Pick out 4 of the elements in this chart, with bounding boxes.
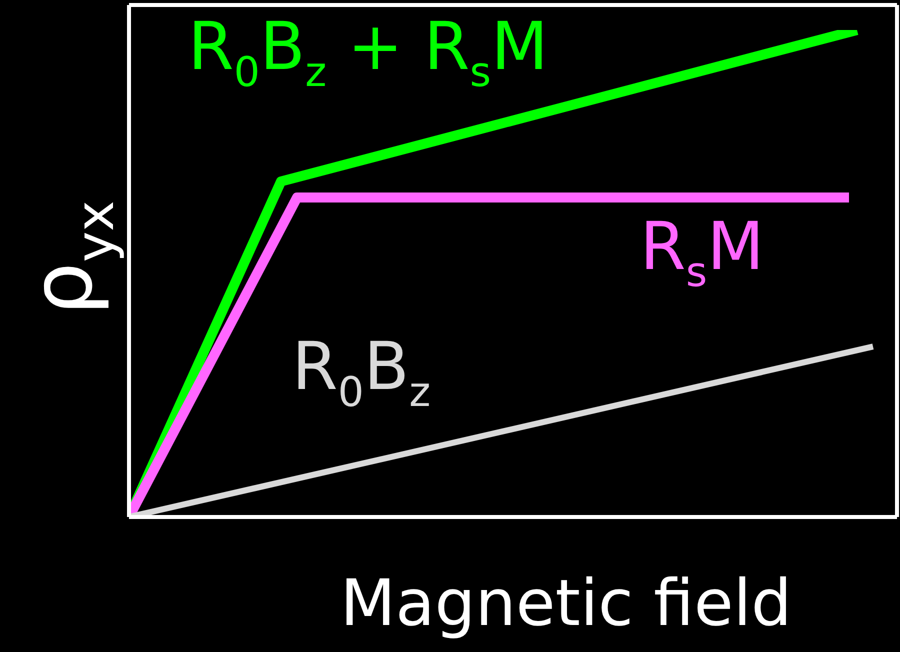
x-axis-title: Magnetic field xyxy=(340,567,792,641)
series-label: R$_{0}$B$_{z}$ xyxy=(292,328,431,416)
series-label: R$_{s}$M xyxy=(640,208,764,296)
series-label: R$_{0}$B$_{z}$ + R$_{s}$M xyxy=(188,8,548,96)
